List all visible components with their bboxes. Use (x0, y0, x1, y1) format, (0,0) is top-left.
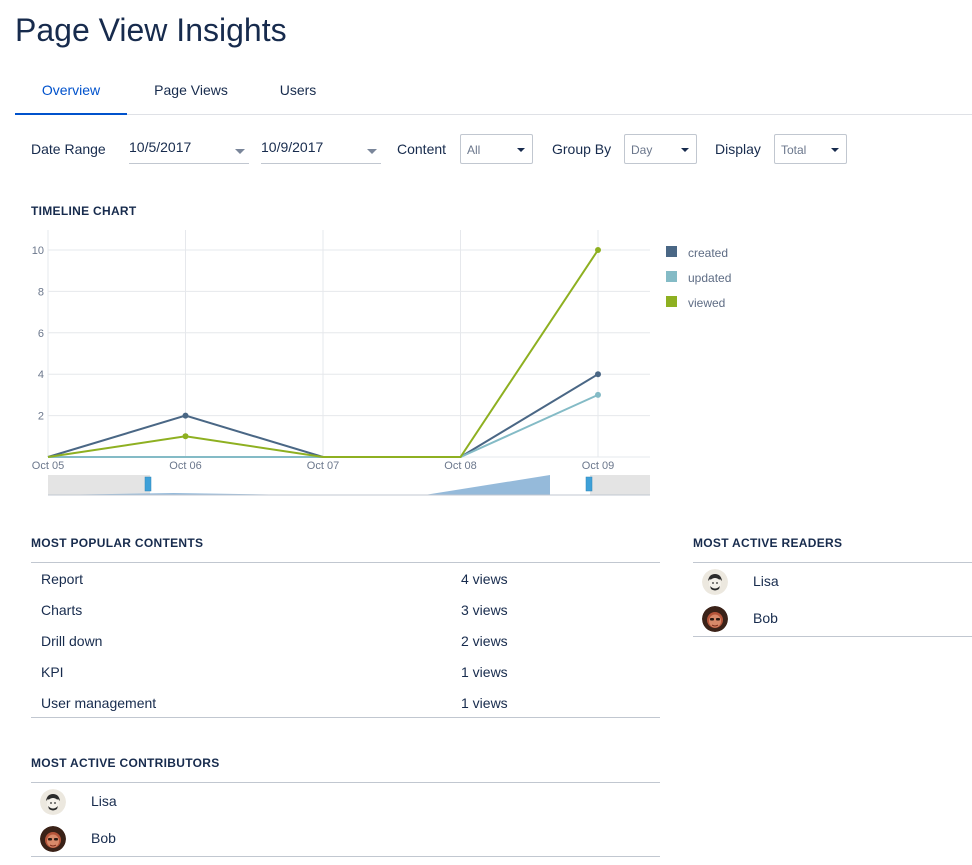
page-title: Page View Insights (15, 12, 287, 48)
tab-bar: Overview Page Views Users (15, 72, 972, 115)
legend-label: viewed (688, 296, 726, 310)
content-views: 1 views (461, 664, 508, 680)
person-name: Lisa (91, 793, 117, 809)
data-point-created (182, 412, 189, 419)
avatar (40, 826, 66, 852)
data-point-viewed (182, 433, 189, 440)
active-readers-list: Lisa Bob (693, 562, 972, 637)
legend-swatch (666, 271, 677, 282)
person-name: Lisa (753, 573, 779, 589)
start-date-value: 10/5/2017 (129, 139, 192, 155)
display-label: Display (715, 141, 761, 157)
chevron-down-icon (831, 148, 839, 152)
end-date-value: 10/9/2017 (261, 139, 324, 155)
y-tick-label: 6 (38, 328, 44, 340)
active-contributors-title: MOST ACTIVE CONTRIBUTORS (31, 756, 220, 770)
navigator-mask-left (48, 475, 150, 495)
table-row[interactable]: Report 4 views (31, 563, 660, 594)
data-point-updated (595, 391, 601, 398)
table-row[interactable]: KPI 1 views (31, 656, 660, 687)
group-by-select[interactable]: Day (624, 134, 697, 164)
y-tick-label: 10 (32, 245, 44, 257)
table-row[interactable]: Charts 3 views (31, 594, 660, 625)
display-select[interactable]: Total (774, 134, 847, 164)
popular-contents-table: Report 4 views Charts 3 views Drill down 2 vi… (31, 562, 660, 718)
content-views: 4 views (461, 571, 508, 587)
content-select-value: All (467, 143, 481, 157)
chevron-down-icon (235, 149, 245, 154)
navigator-series-area (48, 475, 550, 495)
group-by-label: Group By (552, 141, 612, 157)
content-label: Content (397, 141, 447, 157)
end-date-picker[interactable]: 10/9/2017 (261, 138, 381, 164)
content-name: User management (41, 695, 157, 711)
navigator-handle-left[interactable] (144, 476, 152, 492)
content-select[interactable]: All (460, 134, 533, 164)
data-point-created (595, 371, 601, 378)
y-tick-label: 4 (38, 369, 44, 381)
x-tick-label: Oct 08 (444, 460, 476, 472)
date-range-label: Date Range (31, 141, 106, 157)
person-name: Bob (91, 830, 116, 846)
table-row[interactable]: Drill down 2 views (31, 625, 660, 656)
content-name: Charts (41, 602, 83, 618)
avatar (702, 606, 728, 632)
legend-swatch (666, 296, 677, 307)
list-item[interactable]: Lisa (31, 785, 660, 821)
avatar (702, 569, 728, 595)
legend-label: updated (688, 271, 732, 285)
chevron-down-icon (517, 148, 525, 152)
chevron-down-icon (367, 149, 377, 154)
table-row[interactable]: User management 1 views (31, 687, 660, 718)
list-item[interactable]: Bob (31, 822, 660, 858)
content-views: 2 views (461, 633, 508, 649)
timeline-chart-title: TIMELINE CHART (31, 204, 137, 218)
x-tick-label: Oct 05 (32, 460, 64, 472)
active-contributors-list: Lisa Bob (31, 782, 660, 857)
x-tick-label: Oct 09 (582, 460, 614, 472)
list-item[interactable]: Bob (693, 602, 972, 638)
navigator-handle-right[interactable] (585, 476, 593, 492)
content-name: Report (41, 571, 84, 587)
content-views: 3 views (461, 602, 508, 618)
content-name: Drill down (41, 633, 103, 649)
y-tick-label: 2 (38, 411, 44, 423)
display-select-value: Total (781, 143, 807, 157)
data-point-viewed (595, 247, 601, 253)
navigator-mask-right (590, 475, 650, 495)
legend-label: created (688, 246, 729, 260)
list-item[interactable]: Lisa (693, 565, 972, 601)
legend-swatch (666, 246, 677, 257)
person-name: Bob (753, 610, 778, 626)
avatar (40, 789, 66, 815)
active-readers-title: MOST ACTIVE READERS (693, 536, 843, 550)
x-tick-label: Oct 07 (307, 460, 339, 472)
tab-page-views[interactable]: Page Views (154, 82, 228, 98)
filter-bar: Date Range 10/5/2017 10/9/2017 Content A… (0, 132, 972, 166)
series-line-viewed (47, 249, 599, 458)
y-tick-label: 8 (38, 286, 44, 298)
tab-users[interactable]: Users (279, 82, 317, 98)
popular-contents-title: MOST POPULAR CONTENTS (31, 536, 204, 550)
content-views: 1 views (461, 695, 508, 711)
timeline-chart: 2 4 6 8 10 Oct 05 Oct 06 Oct 07 Oct 08 Oct 09 (32, 230, 650, 496)
content-name: KPI (41, 664, 64, 680)
tab-overview[interactable]: Overview (15, 72, 127, 115)
start-date-picker[interactable]: 10/5/2017 (129, 138, 249, 164)
group-by-select-value: Day (631, 143, 653, 157)
chevron-down-icon (681, 148, 689, 152)
x-tick-label: Oct 06 (169, 460, 201, 472)
